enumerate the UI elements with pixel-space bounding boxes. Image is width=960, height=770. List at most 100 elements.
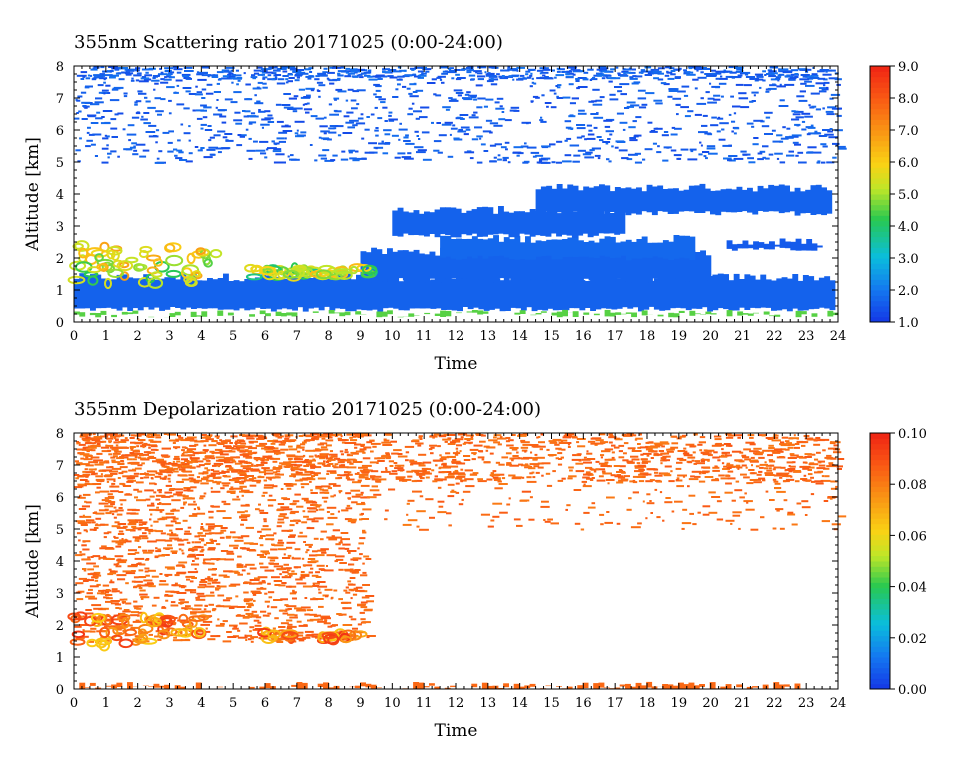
data-cell bbox=[782, 71, 793, 74]
data-cell bbox=[110, 118, 117, 121]
data-cell bbox=[263, 486, 274, 489]
data-cell bbox=[148, 277, 155, 310]
data-cell bbox=[554, 76, 557, 79]
data-cell bbox=[690, 150, 694, 153]
data-cell bbox=[418, 436, 423, 439]
data-cell bbox=[109, 485, 120, 488]
data-cell bbox=[100, 66, 105, 69]
data-cell bbox=[87, 568, 94, 571]
data-cell bbox=[167, 567, 175, 570]
data-cell bbox=[106, 466, 114, 469]
data-cell bbox=[350, 439, 358, 442]
data-cell bbox=[687, 110, 694, 113]
data-cell bbox=[807, 473, 813, 476]
data-cell bbox=[287, 613, 295, 616]
data-cell bbox=[167, 150, 174, 153]
data-cell bbox=[757, 152, 763, 155]
data-cell bbox=[67, 275, 86, 285]
data-cell bbox=[557, 452, 563, 455]
data-cell bbox=[469, 448, 479, 451]
data-cell bbox=[389, 472, 398, 475]
data-cell bbox=[811, 243, 818, 251]
data-cell bbox=[203, 558, 212, 561]
data-cell bbox=[302, 441, 307, 444]
data-cell bbox=[101, 116, 105, 118]
data-cell bbox=[118, 78, 125, 81]
data-cell bbox=[834, 72, 839, 75]
data-cell bbox=[352, 521, 356, 524]
data-cell bbox=[731, 244, 738, 251]
data-cell bbox=[244, 476, 249, 478]
data-cell bbox=[361, 137, 365, 140]
data-cell bbox=[604, 254, 611, 283]
data-cell bbox=[448, 68, 452, 70]
data-cell bbox=[286, 619, 293, 622]
data-cell bbox=[302, 103, 305, 106]
data-cell bbox=[562, 239, 568, 257]
data-cell bbox=[737, 467, 740, 470]
data-cell bbox=[228, 584, 237, 587]
data-cell bbox=[160, 71, 164, 74]
data-cell bbox=[249, 615, 258, 618]
data-cell bbox=[304, 459, 309, 461]
data-cell bbox=[378, 460, 382, 462]
data-cell bbox=[393, 274, 400, 309]
data-cell bbox=[337, 474, 341, 477]
data-cell bbox=[131, 570, 136, 572]
data-cell bbox=[326, 565, 328, 567]
data-cell bbox=[649, 449, 654, 452]
data-cell bbox=[536, 161, 541, 164]
data-cell bbox=[302, 564, 313, 567]
data-cell bbox=[180, 466, 188, 469]
data-cell bbox=[277, 503, 285, 505]
data-cell bbox=[541, 161, 551, 164]
data-cell bbox=[345, 67, 351, 70]
data-cell bbox=[398, 138, 401, 141]
data-cell bbox=[464, 93, 470, 96]
data-cell bbox=[361, 476, 369, 479]
colorbar-tick-label: 7.0 bbox=[898, 124, 919, 139]
data-cell bbox=[438, 471, 445, 474]
data-cell bbox=[93, 76, 103, 79]
data-cell bbox=[602, 472, 612, 475]
data-cell bbox=[397, 66, 402, 69]
data-cell bbox=[127, 69, 130, 72]
data-cell bbox=[75, 477, 79, 480]
data-cell bbox=[514, 312, 521, 315]
data-cell bbox=[157, 113, 162, 116]
data-cell bbox=[137, 439, 146, 441]
data-cell bbox=[99, 73, 105, 76]
data-cell bbox=[341, 150, 346, 153]
data-cell bbox=[823, 78, 828, 81]
data-cell bbox=[799, 90, 806, 93]
data-cell bbox=[176, 571, 187, 574]
data-cell bbox=[201, 280, 208, 309]
data-cell bbox=[267, 447, 275, 450]
data-cell bbox=[87, 115, 96, 118]
data-cell bbox=[449, 441, 457, 444]
data-cell bbox=[666, 450, 674, 453]
data-cell bbox=[375, 96, 382, 98]
data-cell bbox=[717, 116, 721, 119]
data-cell bbox=[622, 273, 628, 308]
data-cell bbox=[414, 66, 424, 69]
data-cell bbox=[117, 523, 127, 525]
data-cell bbox=[805, 75, 814, 78]
colorbar-segment bbox=[870, 114, 890, 120]
data-cell bbox=[339, 474, 346, 477]
data-cell bbox=[411, 480, 417, 483]
data-cell bbox=[658, 450, 664, 452]
data-cell bbox=[207, 125, 212, 127]
data-cell bbox=[463, 98, 473, 101]
data-cell bbox=[242, 470, 250, 473]
data-cell bbox=[338, 547, 345, 550]
data-cell bbox=[362, 621, 371, 624]
data-cell bbox=[395, 88, 399, 91]
data-cell bbox=[205, 92, 214, 95]
data-cell bbox=[744, 274, 751, 310]
data-cell bbox=[127, 479, 136, 482]
data-cell bbox=[538, 445, 546, 448]
data-cell bbox=[242, 455, 252, 458]
data-cell bbox=[166, 533, 177, 536]
colorbar-segment bbox=[870, 108, 890, 115]
